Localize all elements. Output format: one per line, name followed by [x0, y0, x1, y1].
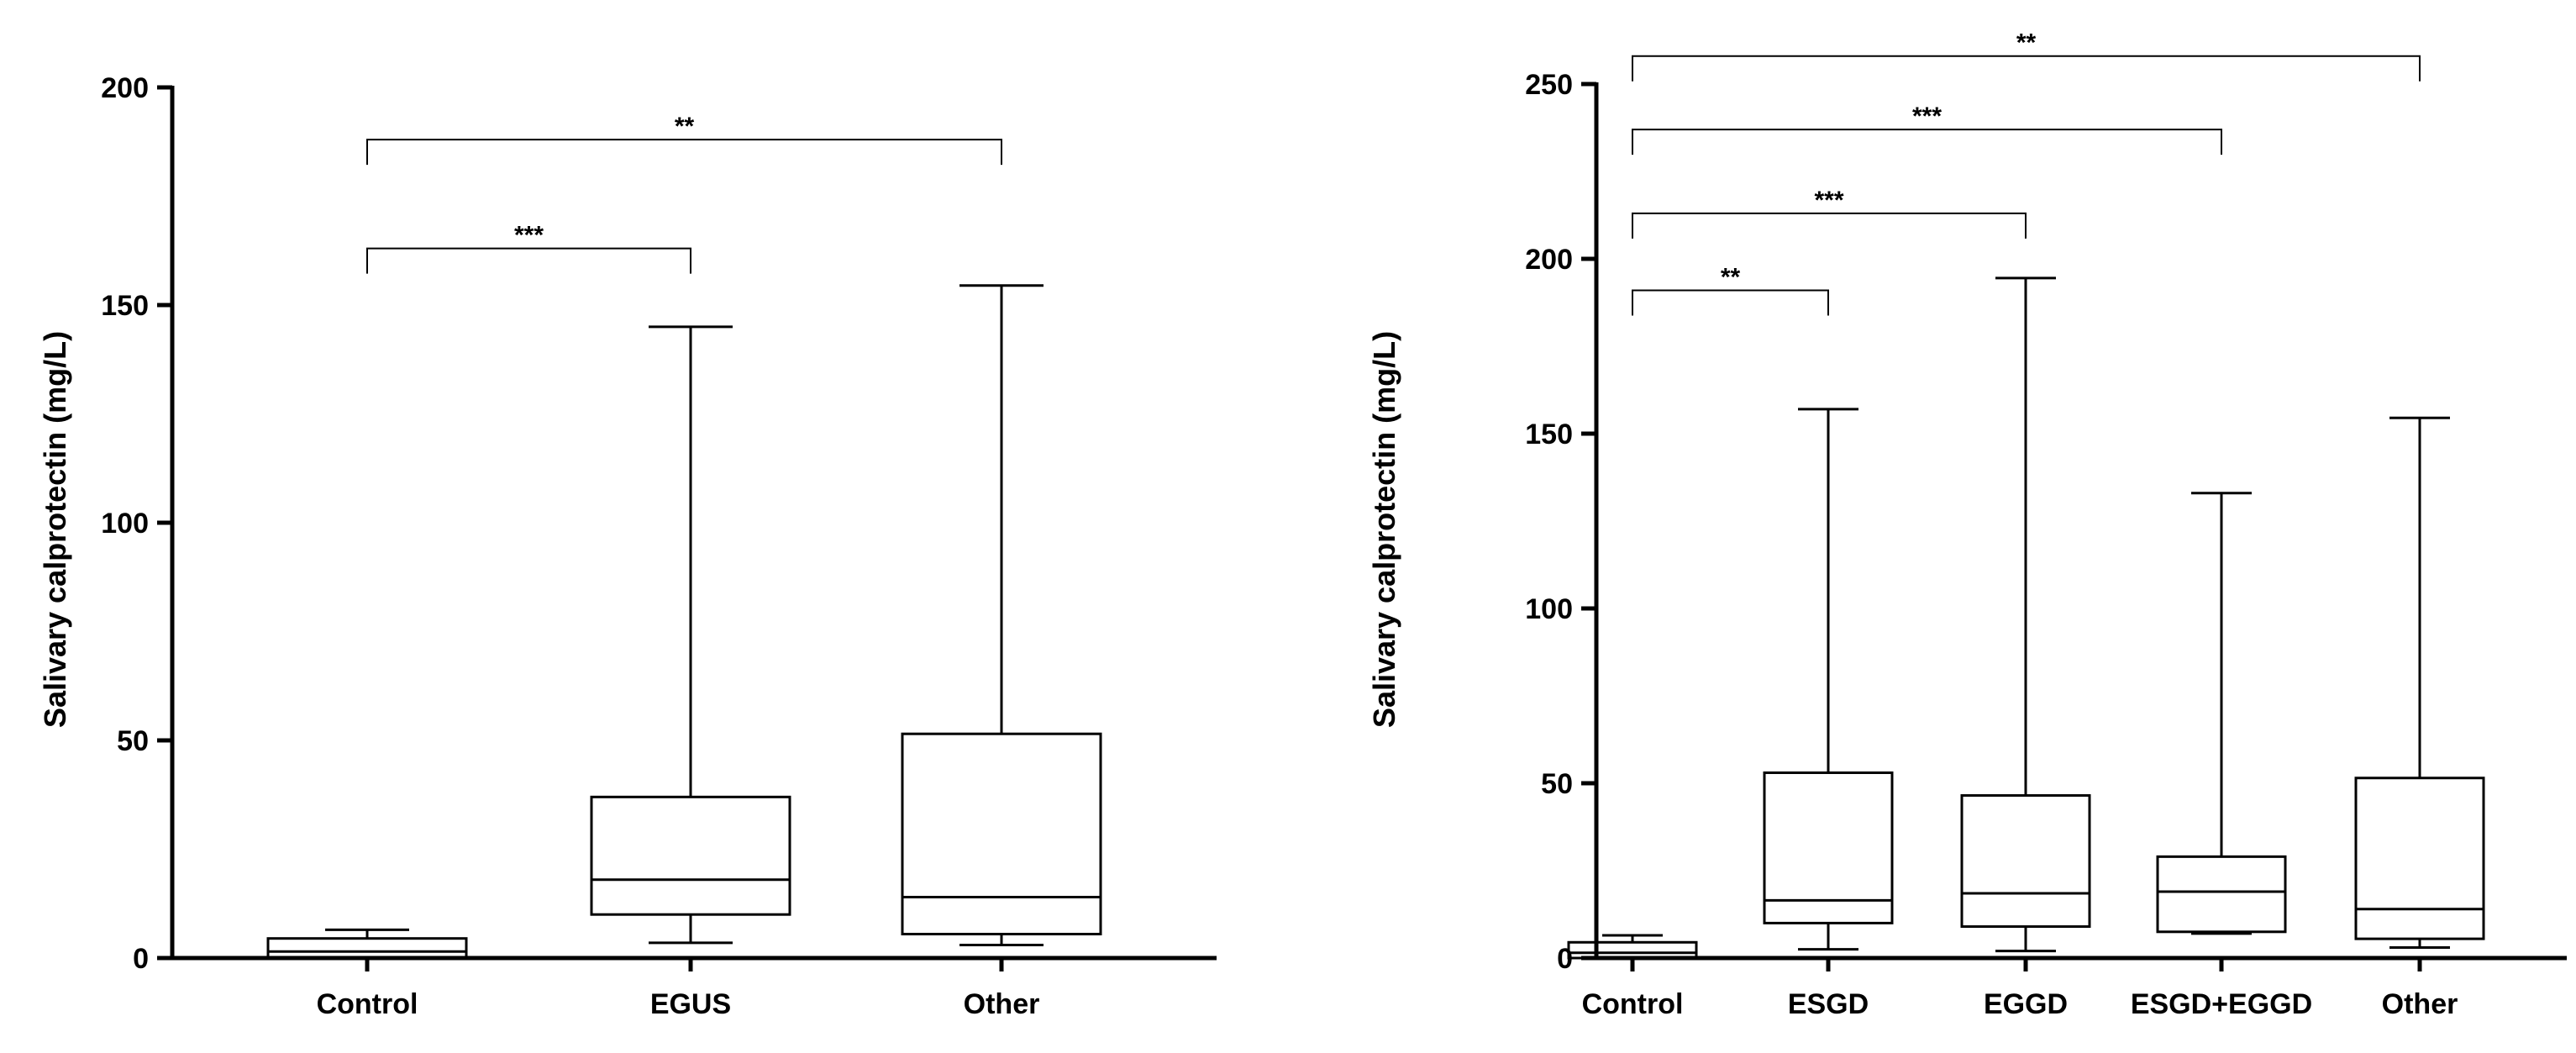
- x-tick-label: ESGD: [1788, 988, 1869, 1020]
- y-tick-label: 50: [117, 725, 149, 757]
- significance-label: ***: [514, 222, 544, 250]
- significance-label: ***: [1814, 187, 1843, 214]
- iqr-box: [2156, 855, 2287, 934]
- significance-bracket: [366, 139, 1002, 166]
- y-tick-label: 0: [133, 943, 149, 975]
- significance-label: **: [1721, 263, 1741, 291]
- y-tick-label: 150: [1525, 419, 1573, 450]
- iqr-box: [2354, 777, 2485, 940]
- significance-bracket: [1632, 289, 1829, 316]
- y-tick-label: 200: [1525, 244, 1573, 276]
- y-axis-label: Salivary calprotectin (mg/L): [1367, 331, 1401, 728]
- significance-bracket: [1632, 212, 2027, 239]
- y-tick-label: 200: [101, 72, 149, 104]
- iqr-box: [901, 732, 1102, 936]
- chart-panel-right: Salivary calprotectin (mg/L) 05010015020…: [1367, 29, 2567, 1020]
- significance-label: **: [2016, 29, 2037, 57]
- significance-bracket: [1632, 55, 2421, 82]
- x-tick-label: ESGD+EGGD: [2131, 988, 2312, 1020]
- y-axis-label: Salivary calprotectin (mg/L): [38, 331, 72, 728]
- significance-bracket: [1632, 129, 2222, 155]
- significance-bracket: [366, 247, 691, 274]
- significance-label: **: [675, 113, 695, 140]
- y-tick-label: 50: [1541, 768, 1573, 800]
- y-tick-label: 100: [1525, 593, 1573, 625]
- x-tick-label: Other: [964, 988, 1040, 1020]
- x-tick-label: Control: [1582, 988, 1684, 1020]
- iqr-box: [1763, 771, 1894, 924]
- y-tick-label: 150: [101, 290, 149, 322]
- x-tick-label: EGUS: [650, 988, 731, 1020]
- iqr-box: [1960, 794, 2091, 929]
- x-tick-label: EGGD: [1984, 988, 2068, 1020]
- y-tick-label: 100: [101, 508, 149, 540]
- y-tick-label: 250: [1525, 69, 1573, 101]
- x-tick-label: Control: [317, 988, 418, 1020]
- iqr-box: [266, 937, 468, 960]
- iqr-box: [590, 795, 791, 916]
- x-tick-label: Other: [2382, 988, 2458, 1020]
- chart-panel-left: Salivary calprotectin (mg/L) 0 50 100 150 20…: [38, 72, 1217, 1020]
- significance-label: ***: [1912, 103, 1942, 130]
- iqr-box: [1567, 940, 1698, 960]
